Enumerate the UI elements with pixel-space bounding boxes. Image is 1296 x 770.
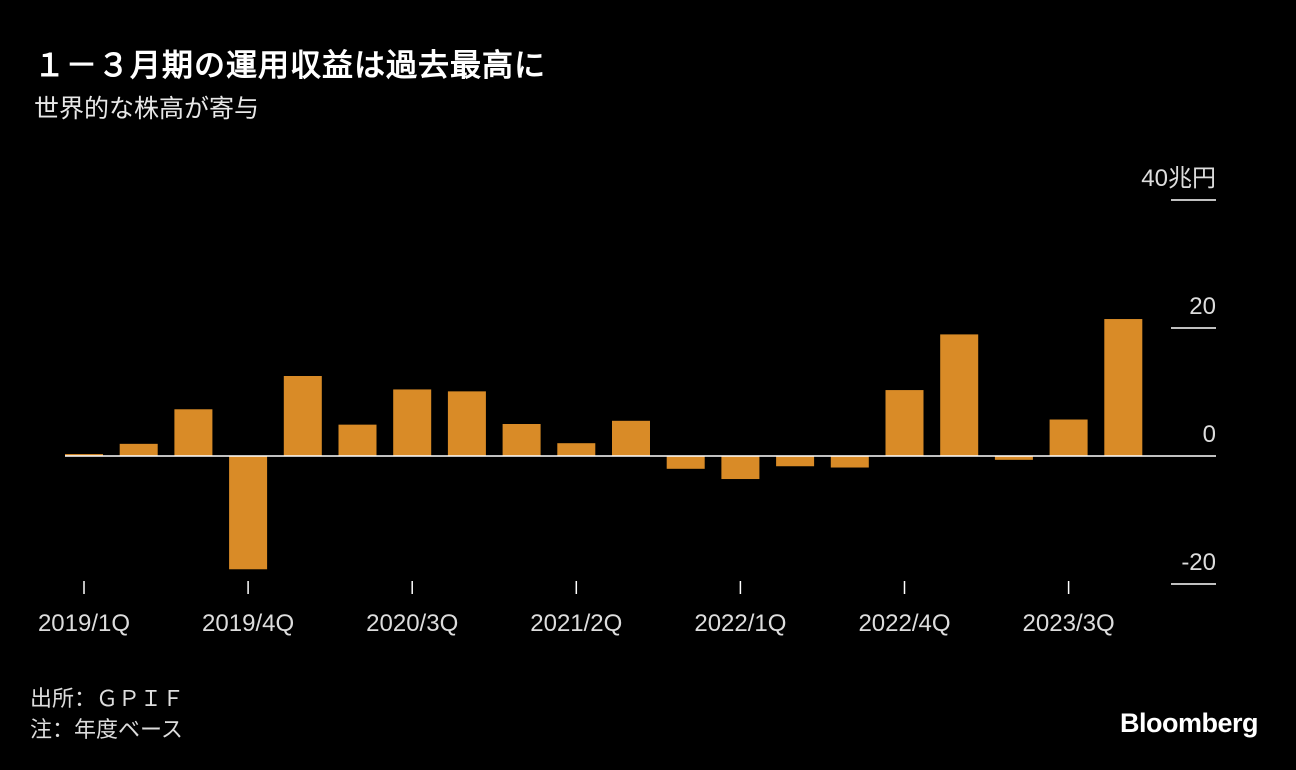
x-tick-label: 2022/4Q (858, 610, 950, 637)
bar-2021-1Q (502, 424, 541, 456)
bar-2023-2Q (994, 456, 1033, 460)
y-tick-label: -20 (1181, 549, 1216, 576)
bar-2023-3Q (1049, 419, 1088, 456)
bar-2022-1Q (721, 456, 760, 480)
bar-2021-3Q (612, 420, 650, 456)
x-tick-label: 2019/1Q (38, 610, 130, 637)
bar-2022-3Q (830, 456, 869, 468)
bar-2022-2Q (776, 456, 815, 467)
footnote-text: 注：年度ベース (30, 718, 183, 743)
chart-subtitle: 世界的な株高が寄与 (34, 94, 260, 123)
bar-2020-1Q (283, 376, 322, 456)
x-tick-label: 2022/1Q (694, 610, 786, 637)
x-axis: 2019/1Q 2019/4Q 2020/3Q 2021/2Q 2022/1Q 2022/… (38, 581, 1115, 637)
x-tick-label: 2023/3Q (1023, 610, 1115, 637)
bar-2021-2Q (557, 443, 596, 456)
x-tick-label: 2020/3Q (366, 610, 458, 637)
source-note: 出所：ＧＰＩＦ 注：年度ベース (30, 684, 184, 746)
bar-2020-3Q (393, 389, 432, 456)
bar-2020-2Q (338, 424, 377, 456)
bar-2019-2Q (119, 443, 158, 456)
y-tick-label: 0 (1203, 421, 1216, 448)
y-tick-label: 40兆円 (1141, 165, 1216, 192)
y-tick-label: 20 (1189, 293, 1216, 320)
bar-2022-4Q (885, 390, 924, 456)
bar-2019-4Q (229, 456, 268, 570)
bars-group (65, 319, 1143, 570)
y-axis: 40兆円 20 0 -20 (1141, 165, 1216, 585)
bloomberg-logo: Bloomberg (1119, 708, 1259, 738)
bar-2023-4Q (1104, 319, 1143, 456)
x-tick-label: 2019/4Q (202, 610, 294, 637)
bar-2020-4Q (447, 391, 486, 456)
bar-2019-1Q (65, 454, 103, 456)
x-tick-label: 2021/2Q (530, 610, 622, 637)
bar-2019-3Q (174, 409, 213, 456)
bar-2021-4Q (666, 456, 705, 469)
chart-title: １－３月期の運用収益は過去最高に (34, 48, 546, 84)
bar-2023-1Q (940, 334, 979, 456)
source-text: 出所：ＧＰＩＦ (30, 687, 185, 712)
